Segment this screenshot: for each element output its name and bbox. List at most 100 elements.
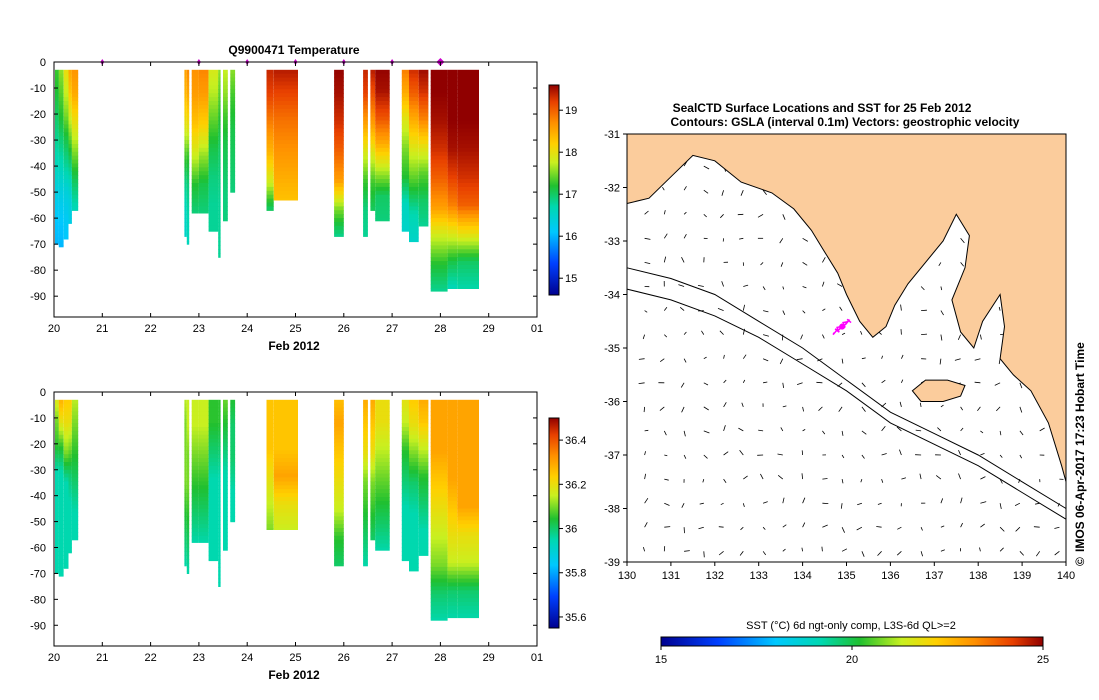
temp-cell-1 <box>58 93 64 98</box>
temp-cell-3 <box>68 206 72 211</box>
temp-cell-11 <box>223 112 228 118</box>
sal-cell-14 <box>273 438 298 444</box>
temp-cell-15 <box>334 81 344 86</box>
sal-cell-4 <box>71 465 79 471</box>
sal-cell-18 <box>375 403 390 409</box>
sal-cell-1 <box>58 512 64 517</box>
sal-cell-15 <box>334 520 344 525</box>
temp-cell-21 <box>418 179 429 184</box>
velocity-vector-178 <box>841 358 844 364</box>
temp-cell-9 <box>208 120 219 125</box>
temp-cell-22 <box>430 85 448 90</box>
temp-cell-22 <box>430 288 448 292</box>
sal-cbar-label-36: 36 <box>565 524 577 536</box>
sal-cell-4 <box>71 524 79 529</box>
temp-cell-8 <box>198 128 209 133</box>
sal-cell-24 <box>457 528 479 533</box>
sal-cell-24 <box>457 442 479 447</box>
velocity-vector-161 <box>817 358 823 362</box>
sal-cell-22 <box>430 419 448 424</box>
sal-cell-14 <box>273 481 298 486</box>
velocity-vector-146 <box>802 406 804 412</box>
temp-cell-12 <box>230 108 236 114</box>
sal-cell-12 <box>230 497 236 502</box>
sal-cell-9 <box>208 399 219 405</box>
sal-cell-4 <box>71 403 79 409</box>
sal-cell-3 <box>68 520 72 525</box>
temp-cell-5 <box>184 222 187 227</box>
temp-cell-8 <box>198 175 209 180</box>
sal-cell-22 <box>430 559 448 564</box>
temp-cell-7 <box>191 163 199 168</box>
sal-cell-12 <box>230 442 236 447</box>
velocity-vector-132 <box>777 474 784 480</box>
temp-cell-12 <box>230 163 236 168</box>
sal-cell-14 <box>273 399 298 405</box>
temp-cell-16 <box>363 124 368 129</box>
temp-cell-14 <box>273 147 298 153</box>
sal-cell-5 <box>184 539 187 545</box>
sal-cell-7 <box>191 485 199 490</box>
velocity-vector-45 <box>683 430 686 437</box>
sal-cell-3 <box>68 489 72 494</box>
temp-cell-21 <box>418 183 429 188</box>
sal-cell-4 <box>71 399 79 405</box>
sal-cell-12 <box>230 450 236 455</box>
temp-cell-21 <box>418 128 429 133</box>
sal-x-tick-label-28: 28 <box>434 652 446 664</box>
sal-cell-2 <box>63 462 69 467</box>
temp-cell-2 <box>63 175 69 180</box>
sal-cell-2 <box>63 450 69 455</box>
sal-x-tick-label-29: 29 <box>483 652 495 664</box>
temp-cell-6 <box>186 77 190 83</box>
sal-cell-2 <box>63 485 69 490</box>
sal-cell-6 <box>186 520 190 525</box>
temp-cell-5 <box>184 202 187 207</box>
sal-cell-23 <box>447 512 458 517</box>
temp-cell-13 <box>266 101 274 106</box>
temp-cell-11 <box>223 202 228 207</box>
velocity-vector-259 <box>938 262 942 267</box>
sal-cell-22 <box>430 473 448 479</box>
temp-cell-9 <box>208 202 219 207</box>
temp-cell-23 <box>447 132 458 137</box>
sal-cell-19 <box>401 532 409 537</box>
temp-cell-11 <box>223 101 228 106</box>
sal-cell-8 <box>198 516 209 521</box>
temp-cell-19 <box>401 140 409 145</box>
temp-cell-5 <box>184 190 187 196</box>
sal-cell-1 <box>58 570 64 576</box>
velocity-vector-337 <box>1014 502 1021 506</box>
temp-cell-10 <box>218 85 221 90</box>
velocity-vector-298 <box>974 381 981 384</box>
velocity-vector-321 <box>999 526 1005 532</box>
velocity-vector-46 <box>683 454 687 459</box>
sal-cell-13 <box>266 469 274 475</box>
temp-cell-11 <box>223 206 228 211</box>
temp-cell-22 <box>430 257 448 262</box>
temp-cell-4 <box>71 93 79 98</box>
temp-cell-20 <box>409 218 419 223</box>
sal-cell-23 <box>447 411 458 416</box>
sal-cell-11 <box>223 489 228 494</box>
temp-cell-19 <box>401 112 409 118</box>
temp-cell-11 <box>223 147 228 153</box>
velocity-vector-202 <box>856 526 863 531</box>
temp-cell-8 <box>198 73 209 79</box>
sal-cell-23 <box>447 609 458 615</box>
temp-cell-5 <box>184 120 187 125</box>
salinity-profiles <box>55 399 479 621</box>
sal-cell-14 <box>273 524 298 529</box>
sal-cell-8 <box>198 473 209 479</box>
temp-cell-24 <box>457 151 479 157</box>
sal-cell-21 <box>418 481 429 486</box>
sal-cell-1 <box>58 532 64 537</box>
temp-cell-14 <box>273 132 298 137</box>
sal-cell-1 <box>58 465 64 471</box>
sal-y-tick-label-0: 0 <box>40 387 46 399</box>
sal-cell-3 <box>68 516 72 521</box>
temp-cell-4 <box>71 97 79 102</box>
temp-cell-12 <box>230 73 236 79</box>
sal-cell-20 <box>409 465 419 471</box>
temp-cell-11 <box>223 97 228 102</box>
